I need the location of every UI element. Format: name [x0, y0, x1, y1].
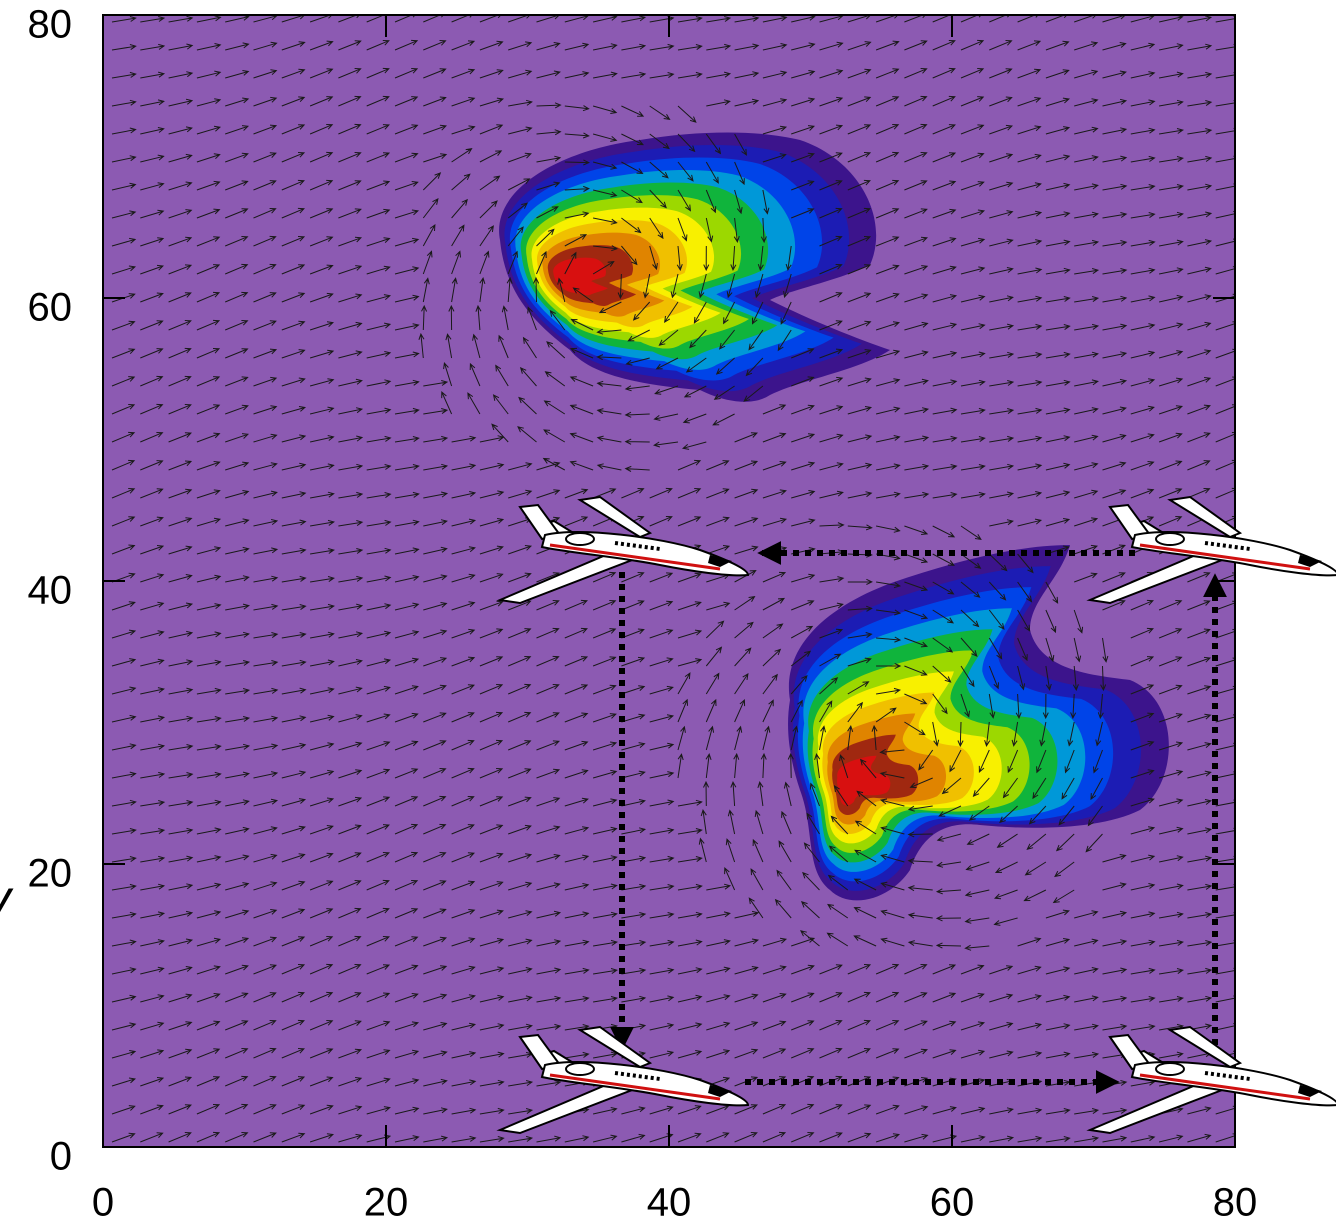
- vector-layer: [111, 15, 1235, 1143]
- flight-path: [610, 541, 1227, 1094]
- vector-field: [111, 15, 1235, 1143]
- x-tick-label: 80: [1213, 1181, 1258, 1225]
- y-axis-label: y: [0, 870, 14, 926]
- y-tick-label: 20: [28, 852, 73, 896]
- x-tick-label: 20: [364, 1181, 409, 1225]
- contour-level: [837, 755, 891, 806]
- x-tick-label: 40: [647, 1181, 692, 1225]
- contour-level: [553, 257, 608, 296]
- y-tick-label: 0: [50, 1135, 72, 1179]
- y-tick-label: 40: [28, 569, 73, 613]
- x-tick-label: 0: [92, 1181, 114, 1225]
- x-tick-label: 60: [930, 1181, 975, 1225]
- contour-field: [499, 132, 1169, 901]
- y-tick-label: 80: [28, 3, 73, 47]
- y-tick-label: 60: [28, 286, 73, 330]
